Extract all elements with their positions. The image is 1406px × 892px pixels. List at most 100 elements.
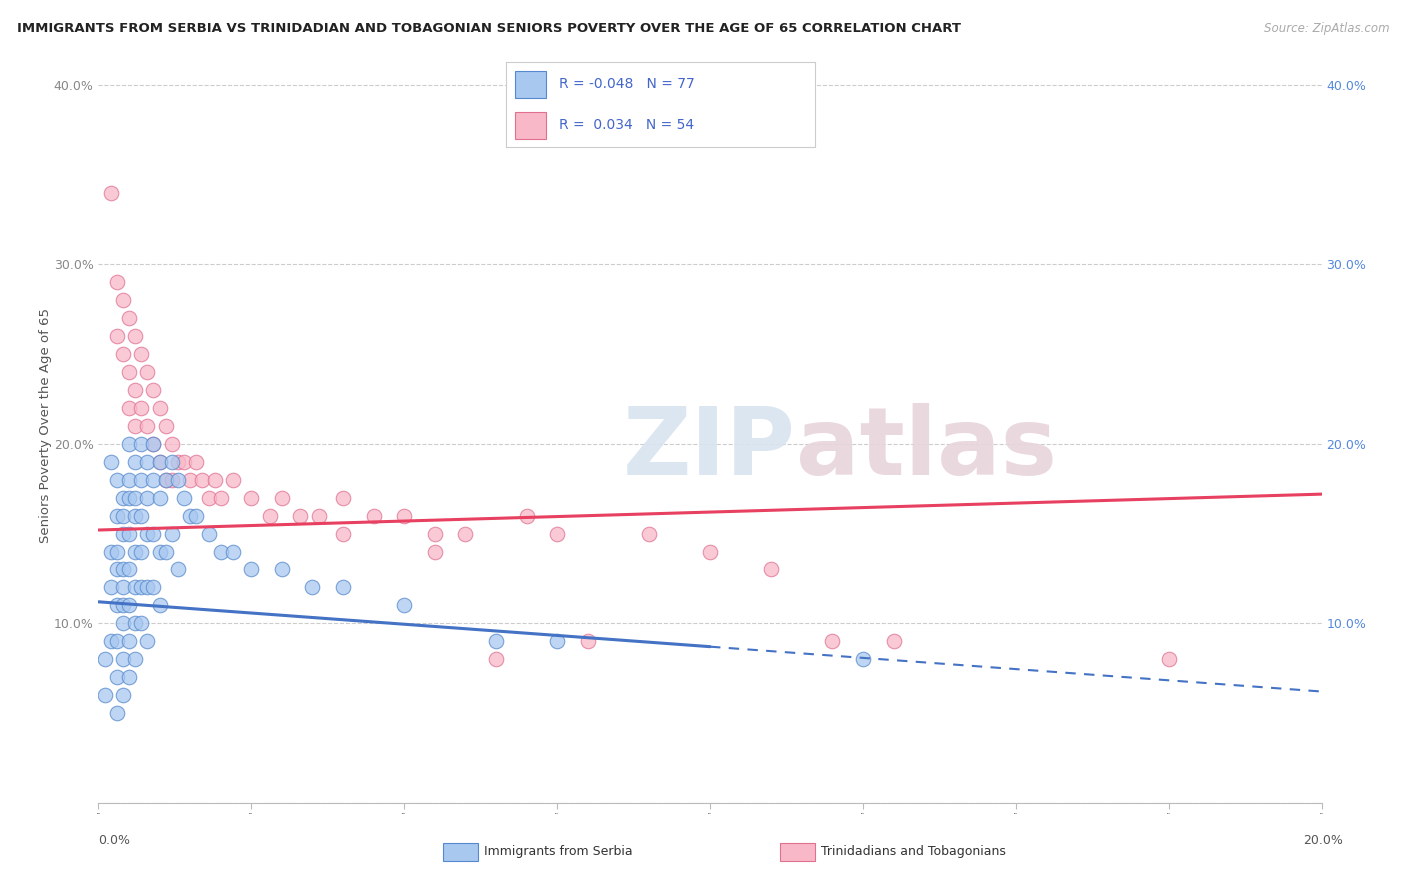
Point: [118, 634, 141, 648]
Point: [179, 473, 201, 487]
Y-axis label: Seniors Poverty Over the Age of 65: Seniors Poverty Over the Age of 65: [39, 309, 52, 543]
Point: [118, 670, 141, 684]
Point: [111, 652, 134, 666]
Point: [124, 419, 146, 434]
Point: [93, 652, 115, 666]
Point: [105, 706, 128, 720]
Point: [111, 293, 134, 308]
Point: [105, 508, 128, 523]
Point: [179, 508, 201, 523]
Point: [259, 508, 281, 523]
Point: [290, 508, 312, 523]
Point: [124, 383, 146, 397]
Point: [105, 473, 128, 487]
Point: [111, 491, 134, 505]
Point: [124, 329, 146, 343]
Point: [1157, 652, 1180, 666]
Point: [142, 437, 165, 451]
Point: [191, 473, 214, 487]
Point: [392, 599, 416, 613]
Point: [124, 508, 146, 523]
Point: [129, 544, 152, 558]
Point: [852, 652, 875, 666]
Point: [124, 581, 146, 595]
Point: [105, 329, 128, 343]
Point: [118, 311, 141, 326]
Point: [167, 473, 190, 487]
Point: [129, 473, 152, 487]
Point: [100, 634, 122, 648]
Point: [222, 544, 245, 558]
Point: [142, 437, 165, 451]
Point: [332, 581, 354, 595]
Point: [124, 652, 146, 666]
Point: [485, 634, 508, 648]
Point: [142, 526, 165, 541]
Point: [124, 455, 146, 469]
Point: [111, 526, 134, 541]
Point: [173, 491, 195, 505]
Point: [155, 544, 177, 558]
Text: IMMIGRANTS FROM SERBIA VS TRINIDADIAN AND TOBAGONIAN SENIORS POVERTY OVER THE AG: IMMIGRANTS FROM SERBIA VS TRINIDADIAN AN…: [17, 22, 960, 36]
Point: [118, 365, 141, 379]
Point: [197, 526, 219, 541]
Point: [118, 526, 141, 541]
Point: [136, 581, 159, 595]
Point: [111, 347, 134, 361]
Point: [155, 473, 177, 487]
Point: [100, 544, 122, 558]
Point: [136, 365, 159, 379]
Point: [546, 634, 568, 648]
Text: Trinidadians and Tobagonians: Trinidadians and Tobagonians: [821, 846, 1005, 858]
Point: [129, 347, 152, 361]
Point: [100, 455, 122, 469]
Point: [111, 599, 134, 613]
Bar: [516, 112, 547, 139]
Point: [155, 473, 177, 487]
Point: [118, 562, 141, 576]
Point: [105, 599, 128, 613]
Point: [332, 491, 354, 505]
Point: [105, 670, 128, 684]
Point: [142, 581, 165, 595]
Point: [111, 562, 134, 576]
Point: [124, 491, 146, 505]
Point: [160, 437, 183, 451]
Point: [111, 688, 134, 702]
Point: [105, 276, 128, 290]
Point: [204, 473, 226, 487]
Point: [423, 544, 446, 558]
Point: [118, 401, 141, 415]
Point: [222, 473, 245, 487]
Point: [576, 634, 599, 648]
Point: [142, 473, 165, 487]
Point: [136, 634, 159, 648]
Point: [149, 401, 172, 415]
Bar: [516, 71, 547, 98]
Point: [160, 526, 183, 541]
Point: [155, 419, 177, 434]
Point: [105, 544, 128, 558]
Point: [759, 562, 782, 576]
Point: [516, 508, 538, 523]
Text: ZIP: ZIP: [623, 402, 796, 494]
Point: [301, 581, 323, 595]
Point: [332, 526, 354, 541]
Point: [124, 616, 146, 631]
Point: [111, 581, 134, 595]
Text: atlas: atlas: [796, 402, 1057, 494]
Point: [209, 544, 232, 558]
Point: [129, 437, 152, 451]
Point: [136, 455, 159, 469]
Point: [118, 599, 141, 613]
Point: [124, 544, 146, 558]
Point: [160, 455, 183, 469]
Point: [186, 455, 208, 469]
Point: [100, 581, 122, 595]
Point: [209, 491, 232, 505]
Point: [129, 508, 152, 523]
Text: R = -0.048   N = 77: R = -0.048 N = 77: [558, 78, 695, 92]
Point: [270, 562, 292, 576]
Point: [173, 455, 195, 469]
Point: [485, 652, 508, 666]
